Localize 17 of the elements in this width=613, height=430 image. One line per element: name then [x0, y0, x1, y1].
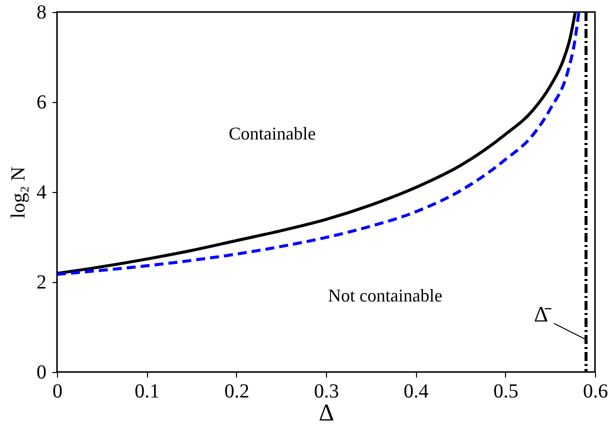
- y-tick-label: 6: [36, 92, 46, 114]
- x-tick-label: 0.3: [314, 380, 339, 402]
- x-tick-label: 0: [52, 380, 62, 402]
- y-tick-label: 0: [36, 362, 46, 384]
- annotation: Containable: [228, 123, 316, 144]
- x-tick-label: 0.1: [134, 380, 160, 402]
- x-tick-label: 0.4: [404, 380, 429, 402]
- x-tick-label: 0.5: [493, 380, 518, 402]
- x-axis-title: Δ: [318, 400, 334, 426]
- y-tick-label: 2: [36, 272, 46, 294]
- x-tick-label: 0.2: [224, 380, 250, 402]
- y-axis-title: log₂ N: [8, 166, 30, 218]
- x-tick-label: 0.6: [583, 380, 608, 402]
- ref-line-label: Δ̄: [534, 301, 552, 326]
- y-tick-label: 8: [36, 2, 46, 24]
- annotation: Not containable: [328, 285, 442, 306]
- y-tick-label: 4: [36, 182, 46, 204]
